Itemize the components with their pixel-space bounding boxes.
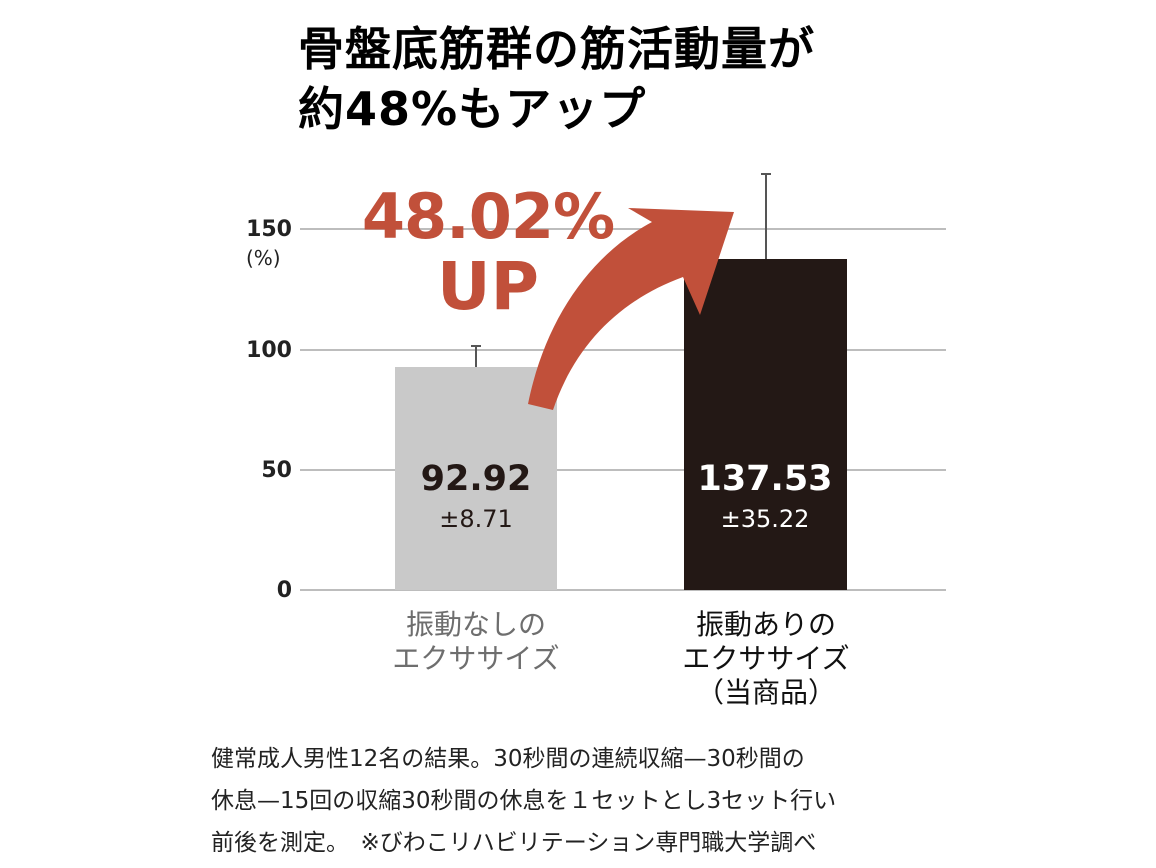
category-line: エクササイズ <box>682 642 850 675</box>
increase-up-callout: UP <box>437 248 539 325</box>
y-axis-unit: (%) <box>246 246 281 270</box>
y-tick-0: 0 <box>276 578 292 603</box>
category-line: 振動なしの <box>405 608 546 641</box>
y-tick-50: 50 <box>261 458 292 483</box>
category-label-with-vibration: 振動ありの エクササイズ （当商品） <box>656 608 876 710</box>
bar-value: 137.53 <box>697 459 833 499</box>
category-line: 振動ありの <box>695 608 836 641</box>
y-tick-100: 100 <box>246 338 292 363</box>
bar-label-without-vibration: 92.92 ±8.71 <box>394 459 558 533</box>
bar-value: 92.92 <box>420 459 532 499</box>
chart-title-line2: 約48%もアップ <box>298 82 647 136</box>
bar-sd: ±8.71 <box>439 505 513 533</box>
category-label-without-vibration: 振動なしの エクササイズ <box>376 608 576 676</box>
bar-label-with-vibration: 137.53 ±35.22 <box>683 459 847 533</box>
bar-with-vibration <box>684 259 847 590</box>
footnote-line2: 休息—15回の収縮30秒間の休息を１セットとし3セット行い <box>211 788 837 814</box>
bar-sd: ±35.22 <box>720 505 810 533</box>
category-line: （当商品） <box>695 676 836 709</box>
increase-percent-callout: 48.02% <box>361 180 615 253</box>
footnote-line1: 健常成人男性12名の結果。30秒間の連続収縮—30秒間の <box>211 746 805 772</box>
footnote-line3: 前後を測定。 ※びわこリハビリテーション専門職大学調べ <box>211 830 817 856</box>
curved-up-arrow-icon <box>528 208 734 410</box>
chart-title-line1: 骨盤底筋群の筋活動量が <box>298 22 815 76</box>
error-bar-with-vibration <box>761 173 771 259</box>
error-bar-without-vibration <box>471 345 481 367</box>
y-tick-150: 150 <box>246 217 292 242</box>
category-line: エクササイズ <box>392 642 560 675</box>
